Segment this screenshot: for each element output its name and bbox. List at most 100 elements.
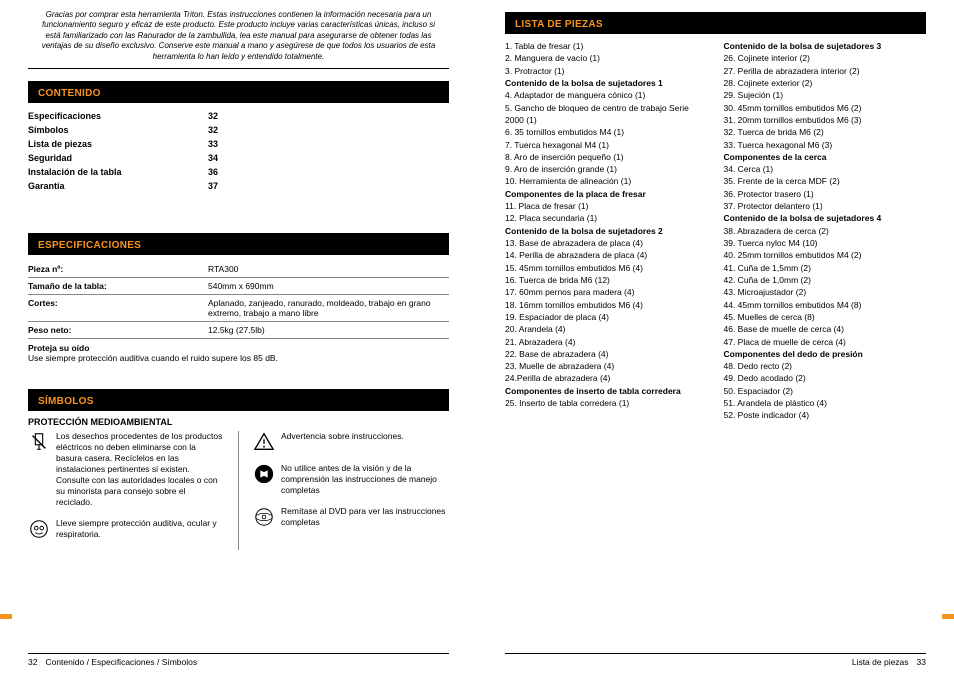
parts-item: 31. 20mm tornillos embutidos M6 (3) — [724, 114, 927, 126]
footer-left: 32 Contenido / Especificaciones / Símbol… — [28, 653, 449, 667]
simbolos-col-right: Advertencia sobre instrucciones. No util… — [238, 431, 449, 550]
parts-item: 33. Tuerca hexagonal M6 (3) — [724, 139, 927, 151]
table-of-contents: Especificaciones32Símbolos32Lista de pie… — [28, 109, 449, 193]
spec-note-text: Use siempre protección auditiva cuando e… — [28, 353, 278, 363]
parts-item: 6. 35 tornillos embutidos M4 (1) — [505, 126, 708, 138]
parts-item: 32. Tuerca de brida M6 (2) — [724, 126, 927, 138]
parts-item: 15. 45mm tornillos embutidos M6 (4) — [505, 262, 708, 274]
parts-item: Contenido de la bolsa de sujetadores 3 — [724, 40, 927, 52]
parts-item: 45. Muelles de cerca (8) — [724, 311, 927, 323]
parts-item: 51. Arandela de plástico (4) — [724, 397, 927, 409]
warning-icon — [253, 431, 275, 453]
parts-item: Contenido de la bolsa de sujetadores 1 — [505, 77, 708, 89]
parts-item: 28. Cojinete exterior (2) — [724, 77, 927, 89]
sym-recycle-text: Los desechos procedentes de los producto… — [56, 431, 224, 508]
parts-item: 12. Placa secundaria (1) — [505, 212, 708, 224]
parts-item: 29. Sujeción (1) — [724, 89, 927, 101]
parts-col-2: Contenido de la bolsa de sujetadores 326… — [724, 40, 927, 422]
spec-note: Proteja su oído Use siempre protección a… — [28, 343, 449, 363]
parts-item: 5. Gancho de bloqueo de centro de trabaj… — [505, 102, 708, 127]
toc-label: Lista de piezas — [28, 139, 208, 149]
parts-item: 48. Dedo recto (2) — [724, 360, 927, 372]
toc-label: Especificaciones — [28, 111, 208, 121]
parts-item: 23. Muelle de abrazadera (4) — [505, 360, 708, 372]
parts-item: 40. 25mm tornillos embutidos M4 (2) — [724, 249, 927, 261]
parts-item: Componentes de inserto de tabla correder… — [505, 385, 708, 397]
manual-icon — [253, 463, 275, 485]
sym-manual-text: No utilice antes de la visión y de la co… — [281, 463, 449, 496]
parts-item: 26. Cojinete interior (2) — [724, 52, 927, 64]
section-especificaciones-label: ESPECIFICACIONES — [38, 240, 141, 251]
parts-item: 41. Cuña de 1,5mm (2) — [724, 262, 927, 274]
edge-marker-right — [942, 614, 954, 619]
toc-page: 32 — [208, 111, 449, 121]
section-lista: LISTA DE PIEZAS — [505, 12, 926, 34]
section-contenido-label: CONTENIDO — [38, 88, 101, 99]
parts-item: 39. Tuerca nyloc M4 (10) — [724, 237, 927, 249]
parts-item: 2. Manguera de vacío (1) — [505, 52, 708, 64]
toc-row: Especificaciones32 — [28, 109, 449, 123]
spec-note-title: Proteja su oído — [28, 343, 89, 353]
section-simbolos: SÍMBOLOS — [28, 389, 449, 411]
simbolos-col-left: Los desechos procedentes de los producto… — [28, 431, 224, 550]
spec-key: Pieza nº: — [28, 261, 208, 278]
parts-item: 52. Poste indicador (4) — [724, 409, 927, 421]
page-spread: Gracias por comprar esta herramienta Tri… — [0, 0, 954, 675]
parts-item: 13. Base de abrazadera de placa (4) — [505, 237, 708, 249]
edge-marker-left — [0, 614, 12, 619]
toc-row: Símbolos32 — [28, 123, 449, 137]
parts-item: 36. Protector trasero (1) — [724, 188, 927, 200]
parts-item: 46. Base de muelle de cerca (4) — [724, 323, 927, 335]
parts-item: 4. Adaptador de manguera cónico (1) — [505, 89, 708, 101]
parts-item: 14. Perilla de abrazadera de placa (4) — [505, 249, 708, 261]
section-simbolos-label: SÍMBOLOS — [38, 396, 94, 407]
toc-page: 33 — [208, 139, 449, 149]
parts-item: 9. Aro de inserción grande (1) — [505, 163, 708, 175]
parts-item: 27. Perilla de abrazadera interior (2) — [724, 65, 927, 77]
simbolos-subtitle: PROTECCIÓN MEDIOAMBIENTAL — [28, 417, 449, 427]
sym-warning-text: Advertencia sobre instrucciones. — [281, 431, 449, 442]
parts-item: 20. Arandela (4) — [505, 323, 708, 335]
spec-key: Peso neto: — [28, 321, 208, 338]
section-contenido: CONTENIDO — [28, 81, 449, 103]
parts-item: 35. Frente de la cerca MDF (2) — [724, 175, 927, 187]
toc-page: 34 — [208, 153, 449, 163]
parts-item: 17. 60mm pernos para madera (4) — [505, 286, 708, 298]
footer-left-text: Contenido / Especificaciones / Símbolos — [45, 657, 197, 667]
parts-item: Contenido de la bolsa de sujetadores 2 — [505, 225, 708, 237]
parts-item: 42. Cuña de 1,0mm (2) — [724, 274, 927, 286]
parts-item: Contenido de la bolsa de sujetadores 4 — [724, 212, 927, 224]
simbolos-columns: Los desechos procedentes de los producto… — [28, 431, 449, 550]
parts-item: 8. Aro de inserción pequeño (1) — [505, 151, 708, 163]
spec-row: Tamaño de la tabla:540mm x 690mm — [28, 277, 449, 294]
page-left: Gracias por comprar esta herramienta Tri… — [0, 0, 477, 675]
toc-row: Lista de piezas33 — [28, 137, 449, 151]
toc-page: 37 — [208, 181, 449, 191]
toc-label: Seguridad — [28, 153, 208, 163]
page-right: LISTA DE PIEZAS 1. Tabla de fresar (1)2.… — [477, 0, 954, 675]
parts-item: Componentes de la placa de fresar — [505, 188, 708, 200]
parts-item: 3. Protractor (1) — [505, 65, 708, 77]
spec-row: Peso neto:12.5kg (27.5lb) — [28, 321, 449, 338]
parts-item: 1. Tabla de fresar (1) — [505, 40, 708, 52]
parts-item: 43. Microajustador (2) — [724, 286, 927, 298]
toc-label: Instalación de la tabla — [28, 167, 208, 177]
section-lista-label: LISTA DE PIEZAS — [515, 19, 603, 30]
footer-right: Lista de piezas 33 — [505, 653, 926, 667]
ppe-icon — [28, 518, 50, 540]
sym-ppe-text: Lleve siempre protección auditiva, ocula… — [56, 518, 224, 540]
parts-item: 24.Perilla de abrazadera (4) — [505, 372, 708, 384]
footer-right-text: Lista de piezas — [852, 657, 909, 667]
sym-recycle: Los desechos procedentes de los producto… — [28, 431, 224, 508]
sym-dvd-text: Remítase al DVD para ver las instruccion… — [281, 506, 449, 528]
spec-val: RTA300 — [208, 261, 449, 278]
parts-item: 30. 45mm tornillos embutidos M6 (2) — [724, 102, 927, 114]
spec-val: 12.5kg (27.5lb) — [208, 321, 449, 338]
dvd-icon — [253, 506, 275, 528]
section-especificaciones: ESPECIFICACIONES — [28, 233, 449, 255]
sym-dvd: Remítase al DVD para ver las instruccion… — [253, 506, 449, 528]
spec-key: Cortes: — [28, 294, 208, 321]
spec-row: Cortes:Aplanado, zanjeado, ranurado, mol… — [28, 294, 449, 321]
parts-item: 7. Tuerca hexagonal M4 (1) — [505, 139, 708, 151]
parts-item: 44. 45mm tornillos embutidos M4 (8) — [724, 299, 927, 311]
